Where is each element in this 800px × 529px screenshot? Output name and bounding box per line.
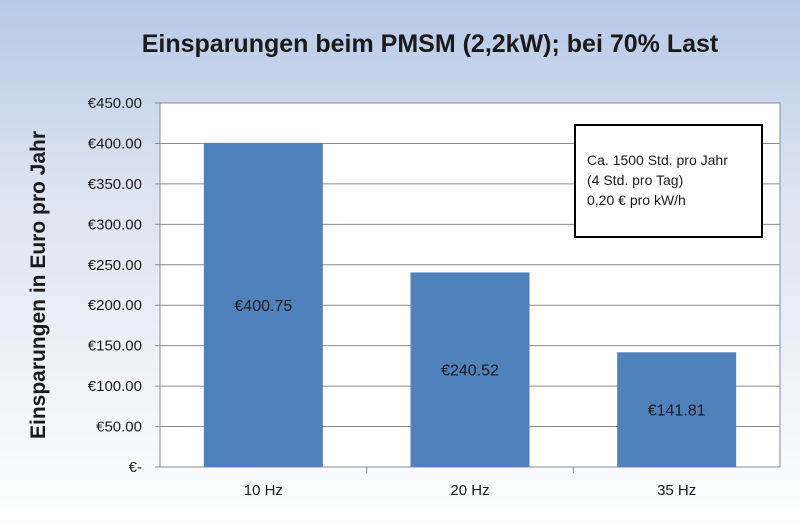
annotation-line-3: 0,20 € pro kW/h [587, 192, 686, 208]
y-axis-label: Einsparungen in Euro pro Jahr [27, 131, 50, 439]
bar [617, 352, 737, 467]
y-tick-label: €250.00 [88, 257, 142, 274]
y-tick-label: €300.00 [88, 216, 142, 233]
y-axis-ticks: €- €50.00 €100.00 €150.00 €200.00 €250.00 €300… [88, 95, 142, 476]
annotation-line-1: Ca. 1500 Std. pro Jahr [587, 152, 728, 168]
y-tick-label: €100.00 [88, 378, 142, 395]
y-tick-label: €350.00 [88, 176, 142, 193]
data-label: €141.81 [648, 403, 706, 420]
bar [410, 272, 530, 467]
y-tick-label: €150.00 [88, 338, 142, 355]
chart-title: Einsparungen beim PMSM (2,2kW); bei 70% … [142, 30, 719, 58]
data-label: €400.75 [234, 298, 292, 315]
y-tick-label: €200.00 [88, 297, 142, 314]
x-tick-label: 20 Hz [450, 482, 489, 499]
annotation-box: Ca. 1500 Std. pro Jahr (4 Std. pro Tag) … [574, 124, 763, 238]
data-label: €240.52 [441, 363, 499, 380]
annotation-frame [574, 124, 763, 238]
y-tick-label: €400.00 [88, 135, 142, 152]
x-axis-ticks: 10 Hz 20 Hz 35 Hz [244, 467, 696, 499]
y-tick-label: €50.00 [96, 419, 142, 436]
x-tick-label: 10 Hz [244, 482, 283, 499]
y-tick-label: €- [129, 459, 142, 476]
y-tick-label: €450.00 [88, 95, 142, 112]
data-labels: €400.75 €240.52 €141.81 [234, 298, 705, 420]
bars [203, 142, 737, 468]
annotation-line-2: (4 Std. pro Tag) [587, 172, 683, 188]
x-tick-label: 35 Hz [657, 482, 696, 499]
bar [203, 142, 323, 468]
